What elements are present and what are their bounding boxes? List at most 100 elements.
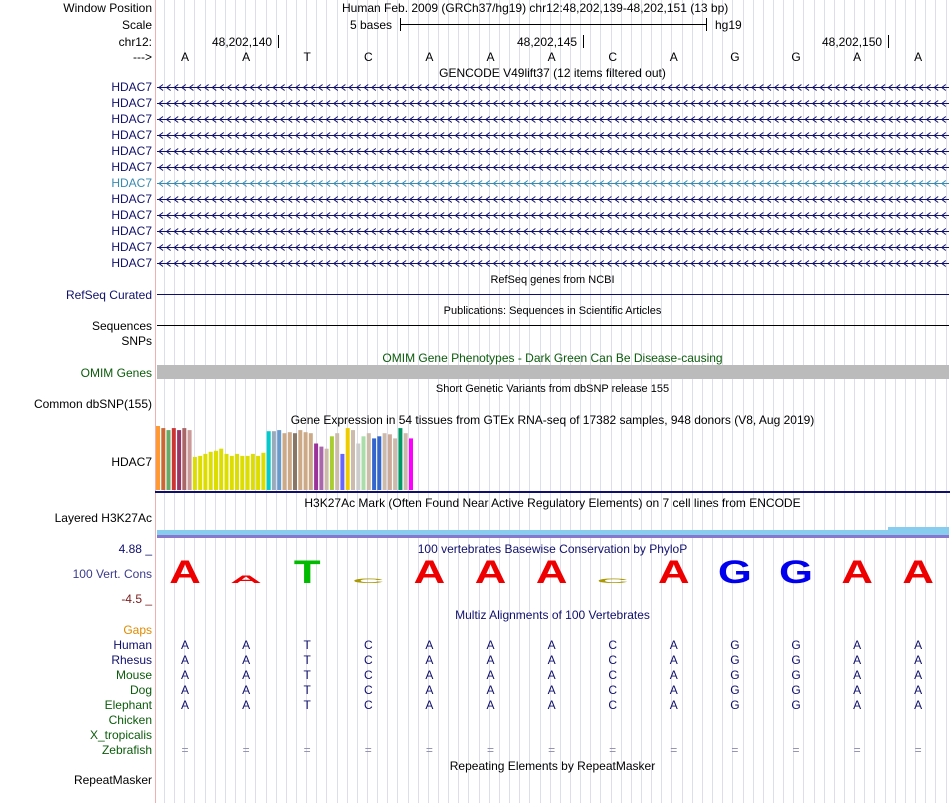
gencode-transcript-feature[interactable] bbox=[157, 195, 949, 204]
dbsnp-title[interactable]: Short Genetic Variants from dbSNP releas… bbox=[435, 383, 670, 395]
gencode-transcript-label[interactable]: HDAC7 bbox=[111, 112, 152, 126]
conservation-label[interactable]: 100 Vert. Cons bbox=[72, 567, 152, 581]
grid-line bbox=[814, 0, 815, 803]
strand-chevron bbox=[728, 260, 734, 267]
strand-chevron bbox=[272, 260, 278, 267]
gencode-transcript-feature[interactable] bbox=[157, 83, 949, 92]
strand-chevron bbox=[864, 84, 871, 91]
gencode-transcript-label[interactable]: HDAC7 bbox=[111, 192, 152, 206]
strand-chevron bbox=[864, 196, 871, 203]
strand-chevron bbox=[864, 116, 871, 123]
gencode-transcript-label[interactable]: HDAC7 bbox=[111, 256, 152, 270]
strand-chevron bbox=[842, 100, 848, 107]
multiz-species-label[interactable]: Chicken bbox=[108, 713, 152, 727]
conservation-title[interactable]: 100 vertebrates Basewise Conservation by… bbox=[417, 542, 688, 556]
strand-chevron bbox=[196, 212, 202, 219]
strand-chevron bbox=[690, 100, 696, 107]
gencode-transcript-feature[interactable] bbox=[157, 211, 949, 220]
gencode-transcript-label[interactable]: HDAC7 bbox=[111, 80, 152, 94]
publications-label[interactable]: Sequences bbox=[91, 319, 152, 333]
strand-chevron bbox=[773, 132, 779, 139]
multiz-species-label[interactable]: Elephant bbox=[104, 698, 152, 712]
gencode-transcript-label[interactable]: HDAC7 bbox=[111, 224, 152, 238]
gencode-transcript-label[interactable]: HDAC7 bbox=[111, 208, 152, 222]
gencode-transcript-feature[interactable] bbox=[157, 131, 949, 140]
strand-chevron bbox=[545, 132, 551, 139]
strand-chevron bbox=[788, 244, 795, 251]
strand-chevron bbox=[302, 244, 308, 251]
strand-chevron bbox=[317, 116, 323, 123]
strand-chevron bbox=[720, 132, 726, 139]
refseq-feature-line[interactable] bbox=[157, 294, 949, 295]
gencode-transcript-feature[interactable] bbox=[157, 163, 949, 172]
gencode-transcript-feature[interactable] bbox=[157, 115, 949, 124]
strand-chevron bbox=[180, 244, 187, 251]
strand-chevron bbox=[173, 228, 179, 235]
window-position-text[interactable]: Human Feb. 2009 (GRCh37/hg19) chr12:48,2… bbox=[342, 1, 729, 15]
publications-title[interactable]: Publications: Sequences in Scientific Ar… bbox=[443, 305, 662, 317]
multiz-species-label[interactable]: Zebrafish bbox=[101, 743, 152, 757]
gencode-transcript-label[interactable]: HDAC7 bbox=[111, 240, 152, 254]
refseq-label[interactable]: RefSeq Curated bbox=[65, 288, 152, 302]
h3k27ac-title[interactable]: H3K27Ac Mark (Often Found Near Active Re… bbox=[304, 496, 801, 510]
gencode-title[interactable]: GENCODE V49lift37 (12 items filtered out… bbox=[439, 66, 666, 80]
multiz-title[interactable]: Multiz Alignments of 100 Vertebrates bbox=[455, 608, 650, 622]
strand-chevron bbox=[340, 244, 346, 251]
multiz-species-label[interactable]: Mouse bbox=[115, 668, 152, 682]
strand-chevron bbox=[880, 244, 886, 251]
gencode-transcript-feature[interactable] bbox=[157, 147, 949, 156]
gencode-transcript-feature[interactable] bbox=[157, 99, 949, 108]
publications-feature-line[interactable] bbox=[157, 325, 949, 326]
strand-chevron bbox=[788, 84, 795, 91]
gtex-tissue-bar bbox=[177, 430, 182, 490]
strand-chevron bbox=[614, 116, 620, 123]
snps-label[interactable]: SNPs bbox=[121, 334, 152, 348]
grid-line bbox=[357, 0, 358, 803]
gencode-transcript-feature[interactable] bbox=[157, 227, 949, 236]
gencode-transcript-label[interactable]: HDAC7 bbox=[111, 128, 152, 142]
multiz-aligned-base: A bbox=[547, 668, 556, 682]
strand-chevron bbox=[530, 164, 536, 171]
multiz-species-label[interactable]: X_tropicalis bbox=[89, 728, 152, 742]
dbsnp-label[interactable]: Common dbSNP(155) bbox=[33, 397, 152, 411]
multiz-species-label[interactable]: Dog bbox=[129, 683, 152, 697]
gencode-transcript-label[interactable]: HDAC7 bbox=[111, 176, 152, 190]
strand-chevron bbox=[310, 84, 316, 91]
repeatmasker-label[interactable]: RepeatMasker bbox=[73, 773, 152, 787]
gencode-transcript-feature[interactable] bbox=[157, 259, 949, 268]
multiz-species-label[interactable]: Rhesus bbox=[111, 653, 152, 667]
multiz-species-label[interactable]: Human bbox=[113, 638, 152, 652]
multiz-aligned-base: T bbox=[303, 638, 311, 652]
strand-chevron bbox=[826, 132, 833, 139]
strand-chevron bbox=[864, 260, 871, 267]
h3k27ac-label[interactable]: Layered H3K27Ac bbox=[54, 511, 152, 525]
strand-chevron bbox=[842, 164, 848, 171]
strand-chevron bbox=[454, 180, 460, 187]
omim-feature-bar[interactable] bbox=[157, 365, 949, 379]
gencode-transcript-label[interactable]: HDAC7 bbox=[111, 160, 152, 174]
base-letter: C bbox=[608, 50, 618, 64]
multiz-aligned-base: A bbox=[669, 638, 678, 652]
strand-chevron bbox=[918, 84, 924, 91]
gtex-bar-chart[interactable] bbox=[155, 426, 950, 494]
strand-chevron bbox=[530, 148, 536, 155]
gencode-transcript-feature[interactable] bbox=[157, 243, 949, 252]
strand-chevron bbox=[234, 116, 240, 123]
omim-title[interactable]: OMIM Gene Phenotypes - Dark Green Can Be… bbox=[382, 351, 723, 365]
omim-label[interactable]: OMIM Genes bbox=[80, 366, 152, 380]
repeatmasker-title[interactable]: Repeating Elements by RepeatMasker bbox=[449, 759, 656, 773]
gencode-transcript-label[interactable]: HDAC7 bbox=[111, 144, 152, 158]
refseq-title[interactable]: RefSeq genes from NCBI bbox=[490, 274, 615, 286]
multiz-aligned-base: = bbox=[181, 743, 189, 757]
grid-line bbox=[296, 0, 297, 803]
strand-chevron bbox=[332, 116, 339, 123]
gencode-transcript-feature[interactable] bbox=[157, 179, 949, 188]
strand-chevron bbox=[317, 100, 323, 107]
gencode-transcript-label[interactable]: HDAC7 bbox=[111, 96, 152, 110]
strand-chevron bbox=[393, 100, 399, 107]
gtex-title[interactable]: Gene Expression in 54 tissues from GTEx … bbox=[290, 413, 815, 427]
strand-chevron bbox=[416, 212, 422, 219]
strand-chevron bbox=[211, 132, 217, 139]
gtex-label[interactable]: HDAC7 bbox=[111, 455, 152, 469]
